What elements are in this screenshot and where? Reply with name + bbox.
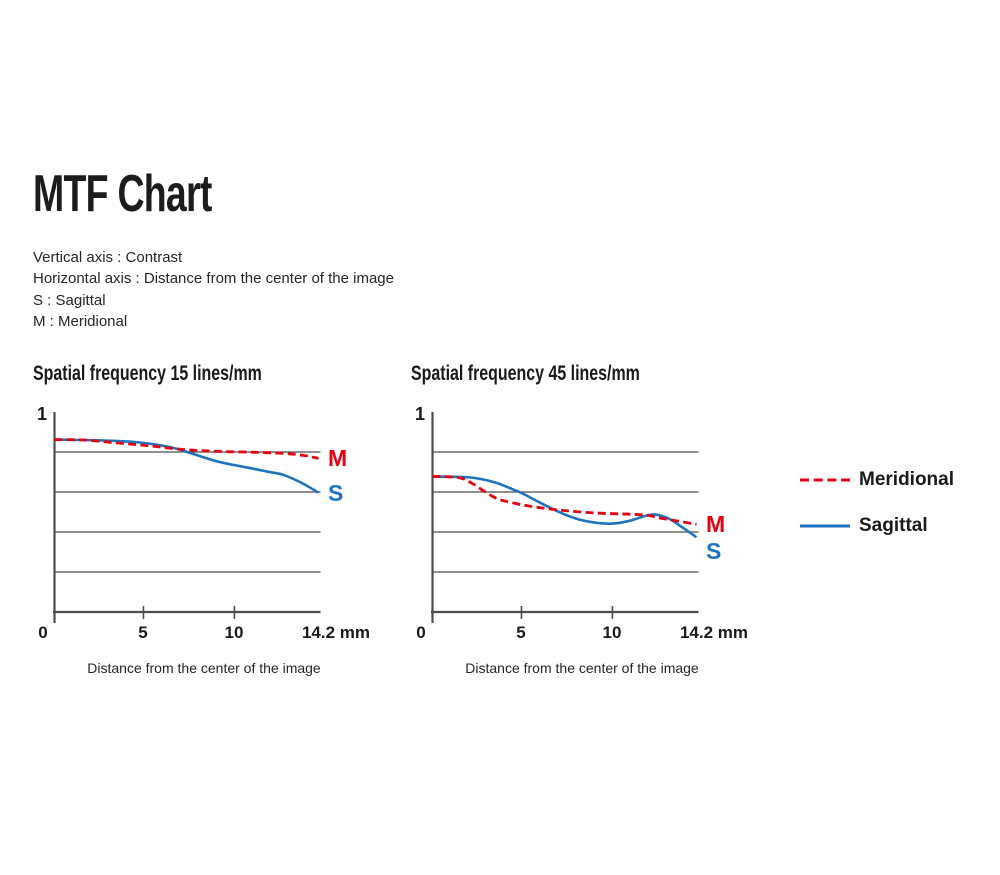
x-axis-caption: Distance from the center of the image [465, 660, 699, 676]
page-title: MTF Chart [33, 165, 212, 223]
sagittal-curve-label: S [328, 479, 344, 506]
meridional-curve-label: M [706, 511, 726, 538]
legend-row-sagittal: Sagittal [799, 512, 928, 540]
x-tick-label-5: 5 [138, 623, 148, 642]
sagittal-curve-label: S [706, 538, 722, 565]
x-tick-label-max: 14.2 mm [301, 623, 371, 642]
desc-line-horizontal-axis: Horizontal axis : Distance from the cent… [33, 270, 394, 288]
legend-label-meridional: Meridional [859, 469, 955, 490]
legend: Meridional Sagittal [799, 466, 989, 556]
plot-area [53, 412, 321, 623]
sagittal-line-sample-icon [800, 524, 850, 528]
desc-line-meridional: M : Meridional [33, 313, 128, 331]
x-axis-caption: Distance from the center of the image [87, 660, 321, 676]
y-axis-max-label: 1 [36, 404, 47, 424]
x-tick-label-0: 0 [38, 623, 48, 642]
plot-area [431, 412, 699, 623]
meridional-curve-label: M [328, 445, 348, 472]
x-tick-label-10: 10 [602, 623, 622, 642]
axis-description: Vertical axis : Contrast Horizontal axis… [33, 247, 394, 333]
legend-label-sagittal: Sagittal [859, 515, 928, 536]
x-tick-label-0: 0 [416, 623, 426, 642]
x-tick-label-max: 14.2 mm [679, 623, 749, 642]
x-tick-label-5: 5 [516, 623, 526, 642]
desc-line-vertical-axis: Vertical axis : Contrast [33, 249, 183, 266]
desc-line-sagittal: S : Sagittal [33, 291, 106, 309]
mtf-chart-15-lines: Spatial frequency 15 lines/mm 1 0 5 10 1… [33, 360, 413, 690]
legend-row-meridional: Meridional [799, 466, 954, 494]
chart-subtitle: Spatial frequency 45 lines/mm [411, 362, 640, 385]
x-tick-label-10: 10 [224, 623, 244, 642]
mtf-chart-45-lines: Spatial frequency 45 lines/mm 1 0 5 10 1… [411, 360, 791, 690]
meridional-dash-sample-icon [800, 478, 850, 482]
y-axis-max-label: 1 [414, 404, 425, 424]
chart-subtitle: Spatial frequency 15 lines/mm [33, 362, 262, 385]
